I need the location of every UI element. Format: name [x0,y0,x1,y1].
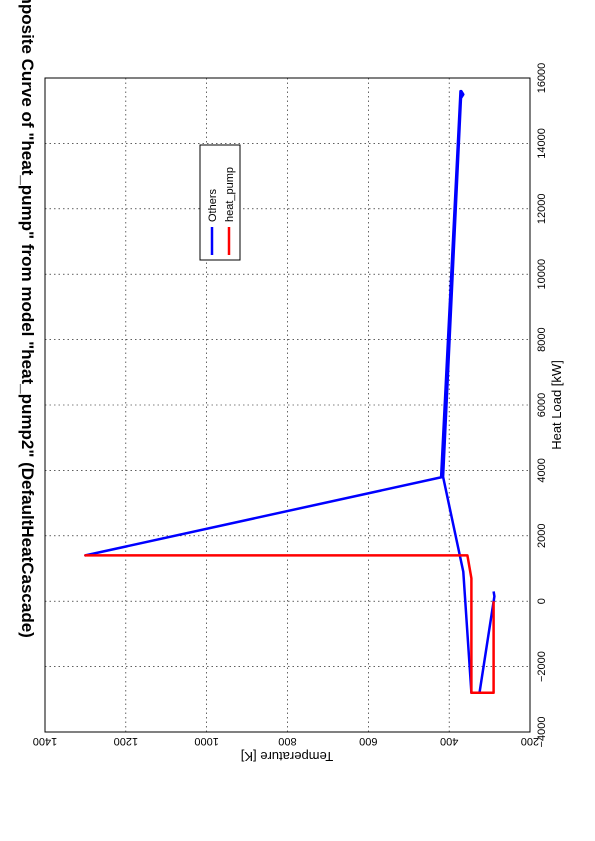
plot-frame [44,77,531,733]
x-tick-label: −2000 [536,651,548,682]
chart-title: Integrated composite Curve of "heat_pump… [18,0,37,638]
x-axis-label: Heat Load [kW] [549,360,564,450]
series-lines [84,89,496,695]
y-tick-label: 600 [359,735,377,747]
y-tick-label: 1400 [33,735,57,747]
series-line-heat-pump [84,554,495,695]
y-tick-label: 400 [440,735,458,747]
series-line-others [84,89,496,695]
y-tick-label: 1200 [114,735,138,747]
legend-label-others: Others [207,188,219,222]
legend-label-heat-pump: heat_pump [224,167,236,222]
y-tick-label: 800 [278,735,296,747]
x-tick-label: 0 [536,598,548,604]
x-tick-label: 8000 [536,327,548,351]
x-tick-label: 16000 [536,63,548,94]
x-tick-label: 6000 [536,393,548,417]
x-tick-label: −4000 [536,717,548,748]
y-axis-label: Temperature [K] [241,749,334,764]
legend: Others heat_pump [199,144,241,261]
y-tick-label: 200 [521,735,539,747]
tick-labels: −4000 −2000 0 2000 4000 6000 8000 10000 12000 140… [33,63,548,748]
x-tick-label: 10000 [536,259,548,290]
x-tick-label: 14000 [536,128,548,159]
x-tick-label: 4000 [536,458,548,482]
x-tick-label: 12000 [536,194,548,225]
y-tick-label: 1000 [194,735,218,747]
x-tick-label: 2000 [536,524,548,548]
